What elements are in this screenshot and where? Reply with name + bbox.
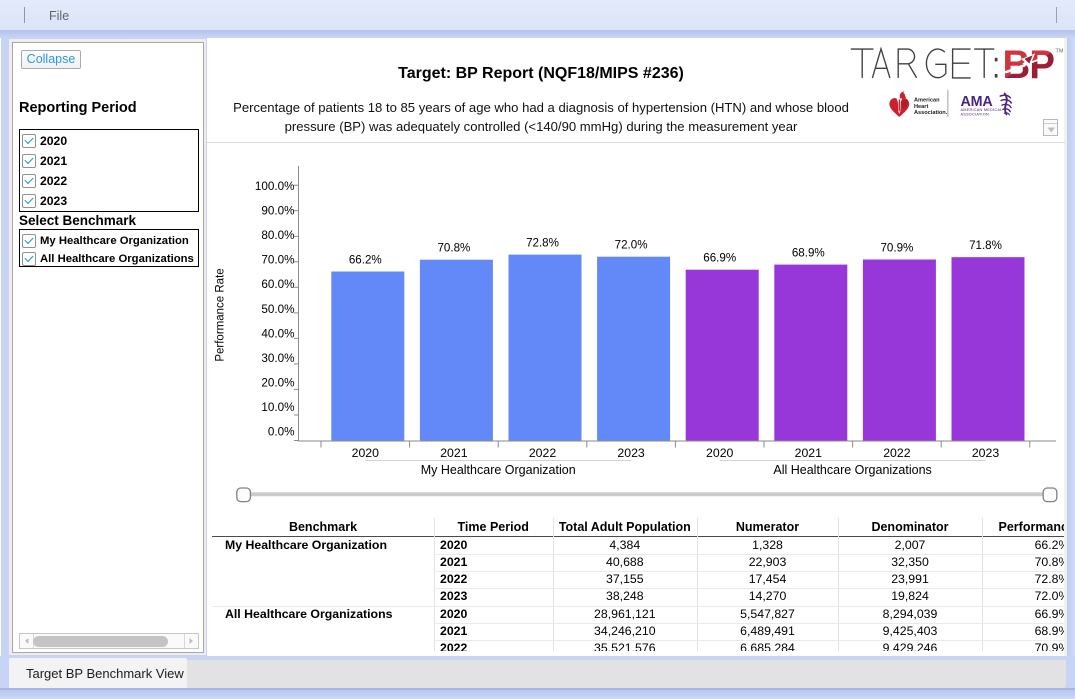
svg-text:70.9%: 70.9% <box>880 241 913 254</box>
svg-text:2021: 2021 <box>795 446 823 460</box>
svg-text:72.0%: 72.0% <box>615 239 648 252</box>
svg-text:Performance Rate: Performance Rate <box>215 268 227 361</box>
svg-text:10.0%: 10.0% <box>261 401 294 414</box>
svg-text:BP: BP <box>1003 43 1055 87</box>
svg-text:20.0%: 20.0% <box>261 376 294 389</box>
svg-text:2023: 2023 <box>617 446 645 460</box>
svg-text:All Healthcare Organizations: All Healthcare Organizations <box>773 463 931 477</box>
svg-text:2020: 2020 <box>706 446 734 460</box>
svg-text:50.0%: 50.0% <box>261 303 294 316</box>
svg-text:70.0%: 70.0% <box>261 254 294 267</box>
svg-text:40.0%: 40.0% <box>261 327 294 340</box>
svg-text:American: American <box>914 98 940 104</box>
svg-text:71.8%: 71.8% <box>969 239 1002 252</box>
svg-text:90.0%: 90.0% <box>261 205 294 218</box>
svg-text:70.8%: 70.8% <box>437 242 470 255</box>
svg-text:AMERICAN MEDICAL: AMERICAN MEDICAL <box>961 108 1004 112</box>
svg-text:My Healthcare Organization: My Healthcare Organization <box>421 463 576 477</box>
svg-text:2022: 2022 <box>529 446 557 460</box>
svg-text:100.0%: 100.0% <box>255 180 295 193</box>
svg-text:0.0%: 0.0% <box>268 426 295 439</box>
svg-text:66.9%: 66.9% <box>703 252 736 265</box>
svg-text:72.8%: 72.8% <box>526 236 559 249</box>
svg-text:AMA: AMA <box>961 94 993 110</box>
svg-text:2022: 2022 <box>883 446 911 460</box>
svg-text:TM: TM <box>1056 49 1064 55</box>
svg-text:68.9%: 68.9% <box>792 246 825 259</box>
svg-text:60.0%: 60.0% <box>261 278 294 291</box>
svg-text:66.2%: 66.2% <box>349 253 382 266</box>
svg-text:Heart: Heart <box>914 104 928 110</box>
svg-text:80.0%: 80.0% <box>261 229 294 242</box>
svg-text:2023: 2023 <box>972 446 1000 460</box>
svg-text:30.0%: 30.0% <box>261 352 294 365</box>
svg-text:ASSOCIATION: ASSOCIATION <box>961 113 989 117</box>
svg-text:Association.: Association. <box>914 110 948 116</box>
svg-text:2020: 2020 <box>352 446 380 460</box>
svg-text:2021: 2021 <box>440 446 468 460</box>
